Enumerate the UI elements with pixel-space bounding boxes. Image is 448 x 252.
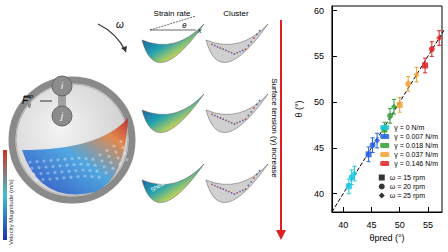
svg-text:Shear band: Shear band <box>150 172 180 193</box>
svg-text:50: 50 <box>314 97 324 107</box>
svg-text:55: 55 <box>423 220 433 230</box>
svg-text:40: 40 <box>314 189 324 199</box>
svg-text:Strain rate: Strain rate <box>154 9 191 18</box>
svg-text:γ = 0.007 N/m: γ = 0.007 N/m <box>394 133 438 141</box>
svg-text:60: 60 <box>314 6 324 16</box>
svg-text:γ = 0.146 N/m: γ = 0.146 N/m <box>394 160 438 168</box>
svg-text:ω = 20 rpm: ω = 20 rpm <box>390 183 425 191</box>
svg-text:ω = 25 rpm: ω = 25 rpm <box>390 192 425 200</box>
svg-text:40: 40 <box>338 220 348 230</box>
svg-text:50: 50 <box>395 220 405 230</box>
svg-text:γ = 0.037 N/m: γ = 0.037 N/m <box>394 151 438 159</box>
svg-text:γ = 0 N/m: γ = 0 N/m <box>394 124 424 132</box>
svg-text:ω: ω <box>116 19 124 30</box>
svg-text:Cluster: Cluster <box>223 9 249 18</box>
svg-text:θ (°): θ (°) <box>294 100 304 117</box>
svg-text:x: x <box>197 27 202 34</box>
svg-text:j: j <box>60 111 64 121</box>
svg-text:45: 45 <box>366 220 376 230</box>
svg-text:45: 45 <box>314 143 324 153</box>
svg-text:θ: θ <box>182 21 187 30</box>
svg-text:Velocity Magnitude (m/s): Velocity Magnitude (m/s) <box>8 179 14 245</box>
svg-text:i: i <box>61 81 64 91</box>
svg-text:ω = 15 rpm: ω = 15 rpm <box>390 174 425 182</box>
svg-text:γ = 0.018 N/m: γ = 0.018 N/m <box>394 142 438 150</box>
svg-text:55: 55 <box>314 51 324 61</box>
svg-text:θpred (°): θpred (°) <box>369 233 404 243</box>
svg-text:Surface tension (γ) increase: Surface tension (γ) increase <box>270 78 279 178</box>
svg-text:Fijcap: Fijcap <box>22 93 34 108</box>
